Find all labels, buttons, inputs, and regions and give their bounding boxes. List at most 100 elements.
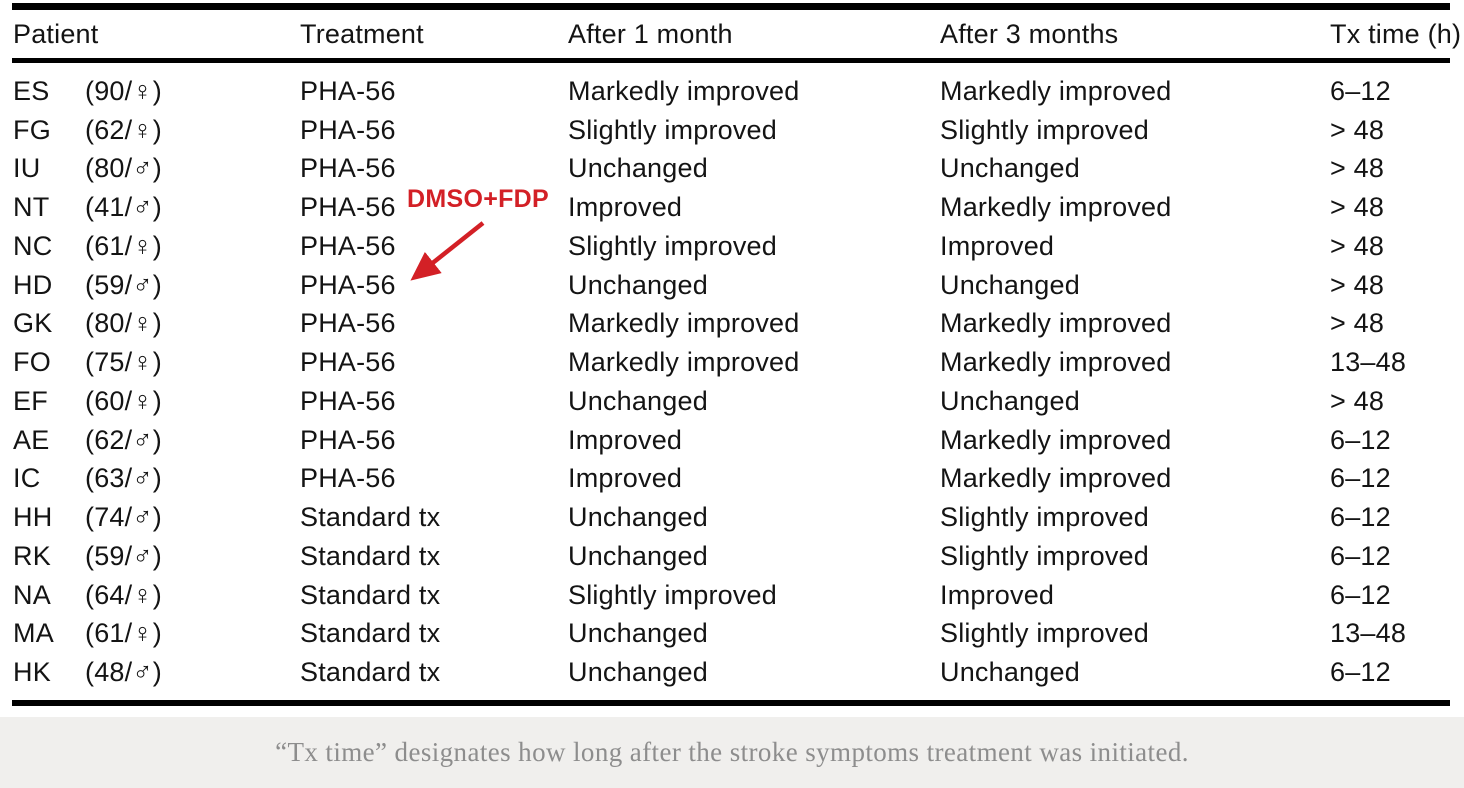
cell-after-1-month: Unchanged <box>568 153 708 184</box>
cell-patient-id: NC <box>13 230 53 261</box>
cell-tx-time: > 48 <box>1330 385 1385 416</box>
cell-tx-time: 6–12 <box>1330 75 1391 106</box>
table-row: AE (62/♂) PHA-56 Improved Markedly improved 6… <box>13 421 1464 460</box>
cell-patient-age-sex: (61/♀) <box>85 230 162 261</box>
cell-after-1-month: Improved <box>568 463 683 494</box>
table-header-row: Patient Treatment After 1 month After 3 … <box>0 10 1464 58</box>
cell-after-3-months: Markedly improved <box>940 424 1172 455</box>
table-row: FO (75/♀) PHA-56 Markedly improved Markedly … <box>13 343 1464 382</box>
cell-patient-id: IC <box>13 463 41 494</box>
table-caption: “Tx time” designates how long after the … <box>275 737 1189 767</box>
cell-treatment: Standard tx <box>300 618 441 649</box>
table-row: IC (63/♂) PHA-56 Improved Markedly improved 6… <box>13 460 1464 499</box>
cell-patient-id: FG <box>13 114 51 145</box>
table-row: NA (64/♀) Standard tx Slightly improved Impr… <box>13 576 1464 615</box>
cell-after-3-months: Unchanged <box>940 657 1080 688</box>
cell-after-3-months: Improved <box>940 230 1055 261</box>
cell-treatment: PHA-56 <box>300 308 396 339</box>
column-header-after-1-month: After 1 month <box>568 18 733 49</box>
cell-after-1-month: Slightly improved <box>568 230 777 261</box>
cell-treatment: PHA-56 <box>300 347 396 378</box>
cell-after-3-months: Unchanged <box>940 269 1080 300</box>
cell-patient-age-sex: (62/♂) <box>85 424 162 455</box>
cell-treatment: Standard tx <box>300 579 441 610</box>
cell-after-1-month: Markedly improved <box>568 347 800 378</box>
cell-treatment: PHA-56 <box>300 463 396 494</box>
table-row: EF (60/♀) PHA-56 Unchanged Unchanged > 48 <box>13 382 1464 421</box>
cell-after-1-month: Unchanged <box>568 385 708 416</box>
cell-patient-id: NA <box>13 579 51 610</box>
table-row: FG (62/♀) PHA-56 Slightly improved Slightly … <box>13 111 1464 150</box>
cell-after-3-months: Unchanged <box>940 385 1080 416</box>
cell-after-1-month: Unchanged <box>568 657 708 688</box>
cell-after-1-month: Unchanged <box>568 540 708 571</box>
cell-tx-time: 6–12 <box>1330 579 1391 610</box>
cell-after-3-months: Slightly improved <box>940 618 1149 649</box>
cell-patient-id: GK <box>13 308 53 339</box>
cell-treatment: PHA-56 <box>300 192 396 223</box>
cell-tx-time: 6–12 <box>1330 540 1391 571</box>
cell-tx-time: > 48 <box>1330 308 1385 339</box>
cell-treatment: Standard tx <box>300 502 441 533</box>
annotation-arrow-icon <box>410 221 485 281</box>
cell-after-3-months: Slightly improved <box>940 502 1149 533</box>
cell-patient-id: HK <box>13 657 51 688</box>
cell-patient-age-sex: (90/♀) <box>85 75 162 106</box>
table-bottom-rule <box>12 700 1450 706</box>
cell-tx-time: > 48 <box>1330 192 1385 223</box>
table-header-rule <box>12 58 1450 63</box>
cell-patient-age-sex: (61/♀) <box>85 618 162 649</box>
table-row: MA (61/♀) Standard tx Unchanged Slightly imp… <box>13 615 1464 654</box>
cell-after-1-month: Unchanged <box>568 618 708 649</box>
cell-patient-age-sex: (59/♂) <box>85 269 162 300</box>
cell-patient-age-sex: (60/♀) <box>85 385 162 416</box>
table-body: ES (90/♀) PHA-56 Markedly improved Markedly … <box>0 63 1464 700</box>
cell-treatment: Standard tx <box>300 540 441 571</box>
cell-after-1-month: Markedly improved <box>568 308 800 339</box>
cell-tx-time: 13–48 <box>1330 618 1407 649</box>
column-header-after-3-months: After 3 months <box>940 18 1119 49</box>
cell-after-1-month: Unchanged <box>568 502 708 533</box>
cell-after-3-months: Markedly improved <box>940 463 1172 494</box>
column-header-tx-time: Tx time (h) <box>1330 18 1462 49</box>
table-row: HD (59/♂) PHA-56 Unchanged Unchanged > 48 <box>13 266 1464 305</box>
cell-patient-age-sex: (62/♀) <box>85 114 162 145</box>
column-header-treatment: Treatment <box>300 18 424 49</box>
cell-treatment: PHA-56 <box>300 114 396 145</box>
cell-after-3-months: Slightly improved <box>940 540 1149 571</box>
table-row: IU (80/♂) PHA-56 Unchanged Unchanged > 48 <box>13 150 1464 189</box>
cell-patient-id: FO <box>13 347 51 378</box>
cell-patient-id: MA <box>13 618 54 649</box>
cell-tx-time: 6–12 <box>1330 463 1391 494</box>
cell-tx-time: > 48 <box>1330 114 1385 145</box>
column-header-patient: Patient <box>13 18 99 49</box>
cell-tx-time: 13–48 <box>1330 347 1407 378</box>
cell-patient-age-sex: (80/♂) <box>85 153 162 184</box>
cell-patient-age-sex: (59/♂) <box>85 540 162 571</box>
cell-after-3-months: Improved <box>940 579 1055 610</box>
cell-tx-time: 6–12 <box>1330 657 1391 688</box>
caption-band: “Tx time” designates how long after the … <box>0 717 1464 788</box>
table-row: HH (74/♂) Standard tx Unchanged Slightly imp… <box>13 498 1464 537</box>
cell-after-3-months: Unchanged <box>940 153 1080 184</box>
cell-patient-id: ES <box>13 75 50 106</box>
table-row: HK (48/♂) Standard tx Unchanged Unchanged 6–1… <box>13 653 1464 692</box>
cell-after-1-month: Markedly improved <box>568 75 800 106</box>
cell-after-3-months: Markedly improved <box>940 347 1172 378</box>
cell-after-1-month: Unchanged <box>568 269 708 300</box>
table-row: ES (90/♀) PHA-56 Markedly improved Markedly … <box>13 72 1464 111</box>
cell-patient-age-sex: (64/♀) <box>85 579 162 610</box>
table-row: NC (61/♀) PHA-56 Slightly improved Improved >… <box>13 227 1464 266</box>
cell-treatment: PHA-56 <box>300 424 396 455</box>
cell-treatment: PHA-56 <box>300 75 396 106</box>
table-row: RK (59/♂) Standard tx Unchanged Slightly imp… <box>13 537 1464 576</box>
cell-patient-id: HH <box>13 502 53 533</box>
table-row: NT (41/♂) PHA-56 Improved Markedly improved >… <box>13 188 1464 227</box>
cell-patient-age-sex: (63/♂) <box>85 463 162 494</box>
cell-patient-age-sex: (75/♀) <box>85 347 162 378</box>
cell-after-3-months: Markedly improved <box>940 308 1172 339</box>
cell-patient-id: AE <box>13 424 50 455</box>
cell-after-1-month: Improved <box>568 192 683 223</box>
cell-treatment: PHA-56 <box>300 230 396 261</box>
